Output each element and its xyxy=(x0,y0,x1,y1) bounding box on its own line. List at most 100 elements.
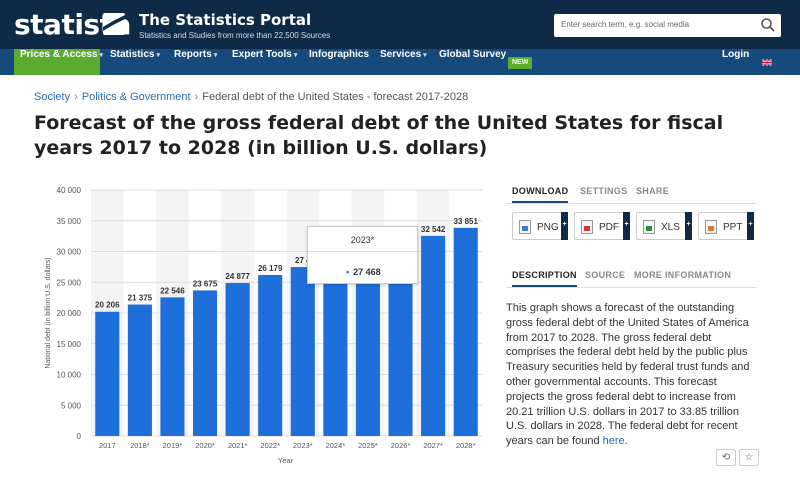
bar-2017 xyxy=(95,311,120,436)
bar-2022 xyxy=(258,274,283,436)
bar-2023 xyxy=(290,267,315,436)
plus-icon[interactable]: + xyxy=(685,212,692,240)
tab-source[interactable]: SOURCE xyxy=(585,270,626,280)
x-tick-label: 2020* xyxy=(195,441,215,450)
download-png-label: PNG xyxy=(537,222,559,233)
y-tick-label: 35 000 xyxy=(57,217,82,226)
chevron-down-icon: ▾ xyxy=(99,52,103,59)
xls-file-icon xyxy=(643,220,655,234)
tooltip-bullet: • xyxy=(346,267,350,277)
bar-value-label: 22 546 xyxy=(160,286,185,295)
y-tick-label: 20 000 xyxy=(57,309,82,318)
x-axis-label: Year xyxy=(278,456,294,465)
new-badge: NEW xyxy=(508,57,533,69)
tooltip-value-text: 27 468 xyxy=(353,267,381,277)
bar-value-label: 26 179 xyxy=(258,264,283,273)
bar-value-label: 23 675 xyxy=(193,279,218,288)
bar-value-label: 21 375 xyxy=(128,294,153,303)
sidebar-tabs: DOWNLOAD SETTINGS SHARE xyxy=(506,186,756,204)
y-tick-label: 0 xyxy=(77,432,82,441)
bar-2018 xyxy=(127,304,152,436)
chart-tooltip: 2023* • 27 468 xyxy=(307,226,418,284)
breadcrumb-current: Federal debt of the United States - fore… xyxy=(202,91,469,103)
x-tick-label: 2023* xyxy=(293,441,313,450)
nav-expert-tools[interactable]: Expert Tools ▾ xyxy=(232,49,298,60)
x-tick-label: 2024* xyxy=(326,441,346,450)
x-tick-label: 2019* xyxy=(163,441,183,450)
search-input[interactable]: Enter search term, e.g. social media xyxy=(554,14,781,37)
x-tick-label: 2021* xyxy=(228,441,248,450)
chevron-down-icon: ▾ xyxy=(156,52,160,59)
x-tick-label: 2025* xyxy=(358,441,378,450)
nav-prices-access[interactable]: Prices & Access ▾ xyxy=(14,49,103,75)
y-tick-label: 25 000 xyxy=(57,278,82,287)
x-tick-label: 2022* xyxy=(260,441,280,450)
debt-bar-chart: 0 5 000 10 000 15 000 20 000 25 000 30 000 35 0… xyxy=(45,186,482,465)
nav-global-survey[interactable]: Global Survey xyxy=(439,49,507,60)
x-tick-label: 2027* xyxy=(423,441,443,450)
tab-download[interactable]: DOWNLOAD xyxy=(512,186,569,203)
bar-2027 xyxy=(421,235,446,436)
breadcrumb-politics-government[interactable]: Politics & Government xyxy=(81,91,191,103)
y-tick-label: 10 000 xyxy=(57,371,82,380)
bar-value-label: 24 877 xyxy=(225,272,250,281)
png-file-icon xyxy=(519,220,531,234)
portal-title: The Statistics Portal xyxy=(139,11,312,29)
plus-icon[interactable]: + xyxy=(747,212,754,240)
portal-subtitle: Statistics and Studies from more than 22… xyxy=(139,31,331,40)
download-ppt-button[interactable]: PPT + xyxy=(698,212,754,240)
login-link[interactable]: Login xyxy=(722,49,750,60)
info-tabs: DESCRIPTION SOURCE MORE INFORMATION xyxy=(506,270,756,288)
star-icon[interactable]: ☆ xyxy=(739,449,759,466)
download-ppt-label: PPT xyxy=(723,222,743,233)
x-tick-label: 2018* xyxy=(130,441,150,450)
y-axis-label: National debt (in billion U.S. dollars) xyxy=(45,257,52,368)
bar-2020 xyxy=(192,290,218,436)
download-xls-button[interactable]: XLS + xyxy=(636,212,692,240)
tooltip-title: 2023* xyxy=(308,235,417,252)
chevron-down-icon: ▾ xyxy=(293,52,298,59)
bar-2028 xyxy=(453,227,478,436)
top-header: statista The Statistics Portal Statistic… xyxy=(0,0,800,49)
tab-description[interactable]: DESCRIPTION xyxy=(512,270,577,287)
tab-more-information[interactable]: MORE INFORMATION xyxy=(634,270,732,280)
bar-2021 xyxy=(225,283,250,436)
tooltip-value: • 27 468 xyxy=(346,267,381,277)
nav-statistics[interactable]: Statistics ▾ xyxy=(110,49,160,60)
bar-2024 xyxy=(323,260,348,436)
download-xls-label: XLS xyxy=(661,222,680,233)
y-tick-label: 15 000 xyxy=(57,340,82,349)
bar-value-label: 20 206 xyxy=(95,301,120,310)
refresh-icon[interactable]: ⟲ xyxy=(716,449,736,466)
y-tick-label: 30 000 xyxy=(57,248,82,257)
nav-services[interactable]: Services ▾ xyxy=(380,49,427,60)
uk-flag-icon[interactable] xyxy=(762,59,772,66)
download-pdf-button[interactable]: PDF + xyxy=(574,212,630,240)
plus-icon[interactable]: + xyxy=(561,212,568,240)
x-tick-label: 2028* xyxy=(456,441,476,450)
y-tick-label: 5 000 xyxy=(61,401,82,410)
statista-logo-mark xyxy=(103,13,125,35)
bar-value-label: 32 542 xyxy=(421,225,446,234)
download-png-button[interactable]: PNG + xyxy=(512,212,568,240)
pdf-file-icon xyxy=(581,220,593,234)
description-here-link[interactable]: here xyxy=(602,435,625,448)
bar-2019 xyxy=(160,297,185,436)
search-placeholder: Enter search term, e.g. social media xyxy=(561,20,690,29)
ppt-file-icon xyxy=(705,220,717,234)
nav-reports[interactable]: Reports ▾ xyxy=(174,49,218,60)
breadcrumb-society[interactable]: Society xyxy=(34,91,71,103)
download-pdf-label: PDF xyxy=(599,222,619,233)
search-icon[interactable] xyxy=(760,17,776,38)
nav-infographics[interactable]: Infographics xyxy=(309,49,370,60)
description-text: This graph shows a forecast of the outst… xyxy=(506,302,750,448)
plus-icon[interactable]: + xyxy=(623,212,630,240)
breadcrumb: Society › Politics & Government › Federal de… xyxy=(34,91,468,103)
tab-share[interactable]: SHARE xyxy=(636,186,670,196)
main-nav: Prices & Access ▾ Statistics ▾ Reports ▾ Ex… xyxy=(0,49,800,75)
chevron-down-icon: ▾ xyxy=(213,52,218,59)
tab-settings[interactable]: SETTINGS xyxy=(580,186,628,196)
x-tick-label: 2017 xyxy=(99,441,116,450)
x-tick-label: 2026* xyxy=(391,441,411,450)
breadcrumb-separator: › xyxy=(194,91,199,103)
